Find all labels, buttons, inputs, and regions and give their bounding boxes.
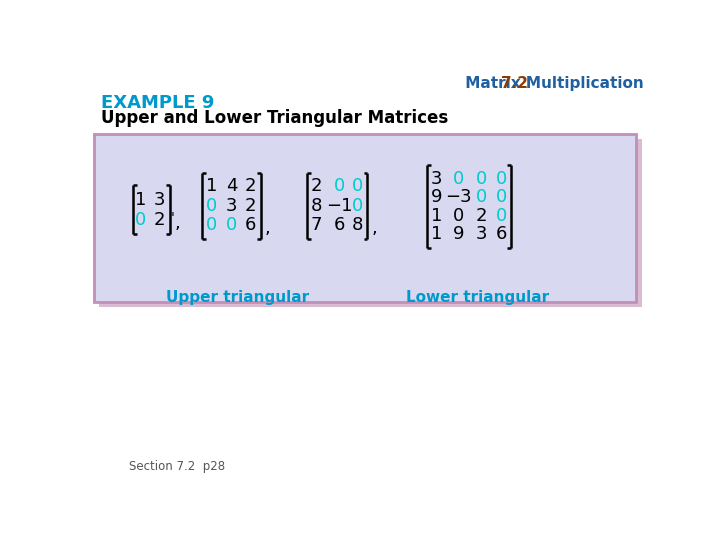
Text: 0: 0 (352, 197, 363, 215)
Text: 9: 9 (452, 225, 464, 243)
Text: 3: 3 (476, 225, 487, 243)
Text: 3: 3 (226, 197, 238, 215)
Text: Upper triangular: Upper triangular (166, 289, 309, 305)
Text: 0: 0 (496, 207, 507, 225)
Text: Section 7.2  p28: Section 7.2 p28 (129, 460, 225, 473)
Text: 0: 0 (352, 178, 363, 195)
Text: 2: 2 (476, 207, 487, 225)
Text: ,: , (174, 214, 180, 232)
Text: ,: , (264, 219, 270, 237)
Text: 4: 4 (226, 178, 238, 195)
Text: 6: 6 (334, 216, 345, 234)
Text: 2: 2 (310, 178, 322, 195)
Text: 0: 0 (452, 170, 464, 188)
Text: −3: −3 (445, 188, 472, 206)
Text: Upper and Lower Triangular Matrices: Upper and Lower Triangular Matrices (101, 110, 448, 127)
Text: 0: 0 (496, 170, 507, 188)
Text: 0: 0 (226, 216, 238, 234)
Text: 7.2: 7.2 (500, 76, 528, 91)
Text: 1: 1 (431, 225, 442, 243)
Text: 0: 0 (452, 207, 464, 225)
Text: 8: 8 (310, 197, 322, 215)
Text: 0: 0 (496, 188, 507, 206)
Text: 9: 9 (431, 188, 442, 206)
Text: 0: 0 (334, 178, 345, 195)
Text: 7: 7 (310, 216, 322, 234)
FancyBboxPatch shape (99, 139, 642, 307)
FancyBboxPatch shape (94, 134, 636, 302)
Text: 8: 8 (351, 216, 363, 234)
Text: ,: , (372, 219, 377, 237)
Text: 0: 0 (135, 211, 146, 228)
Text: Lower triangular: Lower triangular (406, 289, 549, 305)
Text: 0: 0 (206, 216, 217, 234)
Text: 6: 6 (245, 216, 256, 234)
Text: ': ' (171, 211, 174, 225)
Text: Matrix Multiplication: Matrix Multiplication (459, 76, 644, 91)
Text: 1: 1 (135, 191, 146, 208)
Text: 2: 2 (153, 211, 165, 228)
Text: 0: 0 (206, 197, 217, 215)
Text: 1: 1 (431, 207, 442, 225)
Text: 2: 2 (245, 178, 256, 195)
Text: 0: 0 (476, 188, 487, 206)
Text: 3: 3 (153, 191, 165, 208)
Text: −1: −1 (326, 197, 353, 215)
Text: 6: 6 (496, 225, 507, 243)
Text: 3: 3 (431, 170, 442, 188)
Text: 1: 1 (206, 178, 217, 195)
Text: 2: 2 (245, 197, 256, 215)
Text: EXAMPLE 9: EXAMPLE 9 (101, 94, 215, 112)
Text: 0: 0 (476, 170, 487, 188)
